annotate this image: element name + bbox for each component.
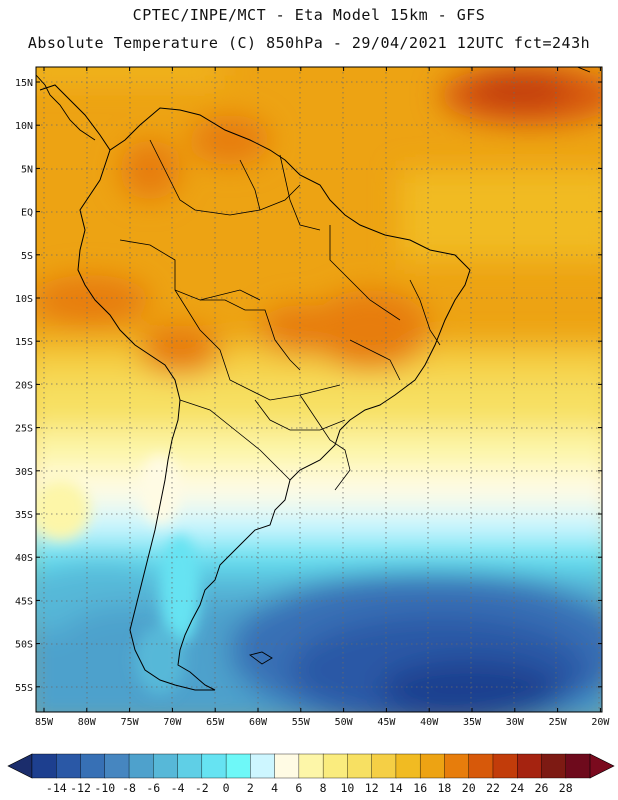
longitude-label: 85W [35, 717, 54, 728]
colorbar-label: 4 [271, 781, 278, 795]
latitude-label: 50S [15, 640, 33, 651]
longitude-label: 40W [420, 717, 439, 728]
longitude-label: 25W [549, 717, 568, 728]
colorbar-swatch [56, 753, 82, 779]
colorbar-swatch [444, 753, 470, 779]
longitude-label: 75W [121, 717, 140, 728]
colorbar-swatch [177, 753, 203, 779]
colorbar-swatch [201, 753, 227, 779]
map-frame [35, 66, 603, 713]
colorbar-swatch [274, 753, 300, 779]
colorbar-label: -10 [94, 781, 115, 795]
colorbar-swatch [541, 753, 567, 779]
colorbar-label: 14 [389, 781, 403, 795]
colorbar-label: 6 [295, 781, 302, 795]
colorbar-swatch [419, 753, 446, 779]
colorbar-swatch [250, 753, 276, 779]
latitude-label: 10S [15, 294, 33, 305]
colorbar-low-arrow [7, 753, 33, 779]
latitude-label: 45S [15, 596, 33, 607]
colorbar-swatch [395, 753, 421, 779]
south-america-coastline [39, 84, 471, 691]
falkland-islands [248, 651, 273, 665]
colorbar-label: -4 [171, 781, 185, 795]
colorbar-swatch [468, 753, 494, 779]
colorbar-label: 16 [413, 781, 427, 795]
caribbean-islands [576, 67, 591, 73]
latitude-label: 25S [15, 424, 33, 435]
colorbar-label: -12 [70, 781, 91, 795]
colorbar-swatch [153, 753, 179, 779]
longitude-label: 60W [249, 717, 268, 728]
colorbar-label: -6 [146, 781, 160, 795]
latitude-label: 5S [21, 251, 33, 262]
chart-title-line-2: Absolute Temperature (C) 850hPa - 29/04/… [27, 34, 591, 52]
longitude-labels: 85W 80W 75W 70W 65W 60W 55W 50W 45W 40W 35W 30W 25W 2… [35, 717, 610, 728]
colorbar-swatch [517, 753, 543, 779]
colorbar-swatch [298, 753, 324, 779]
latitude-label: 15N [15, 78, 33, 89]
colorbar-label: 18 [437, 781, 451, 795]
colorbar-label: 8 [320, 781, 327, 795]
colorbar-swatch [565, 753, 591, 779]
colorbar-label: 12 [365, 781, 379, 795]
latitude-label: 20S [15, 380, 33, 391]
colorbar-label: -14 [46, 781, 67, 795]
central-america-coastline [36, 74, 96, 141]
colorbar-label: 26 [535, 781, 549, 795]
longitude-label: 50W [335, 717, 354, 728]
latitude-label: EQ [21, 208, 33, 219]
colorbar-label: 24 [510, 781, 524, 795]
latitude-label: 55S [15, 683, 33, 694]
latitude-label: 5N [21, 164, 33, 175]
longitude-label: 80W [78, 717, 97, 728]
color-legend: -14 -12 -10 -8 -6 -4 -2 0 2 4 6 8 10 12 14 16 18 20 22 24 26… [7, 753, 615, 795]
colorbar-swatch [322, 753, 348, 779]
colorbar-swatch [104, 753, 130, 779]
colorbar-swatch [80, 753, 106, 779]
colorbar-label: 2 [247, 781, 254, 795]
latitude-label: 30S [15, 467, 33, 478]
longitude-label: 65W [206, 717, 225, 728]
latitude-labels: 15N 10N 5N EQ 5S 10S 15S 20S 25S 30S 35S 40S 45S 50S 5… [15, 78, 33, 694]
longitude-label: 70W [163, 717, 182, 728]
colorbar-label: 22 [486, 781, 500, 795]
temperature-field [36, 67, 602, 712]
colorbar-swatch [128, 753, 154, 779]
colorbar-label: -2 [195, 781, 209, 795]
latitude-label: 35S [15, 510, 33, 521]
latitude-label: 15S [15, 337, 33, 348]
longitude-label: 55W [292, 717, 311, 728]
colorbar-label: -8 [122, 781, 136, 795]
latitude-label: 40S [15, 553, 33, 564]
longitude-label: 20W [591, 717, 610, 728]
colorbar-label: 28 [559, 781, 573, 795]
colorbar-label: 20 [462, 781, 476, 795]
axis-ticks [36, 67, 602, 712]
colorbar-swatch [371, 753, 397, 779]
colorbar-high-arrow [589, 753, 615, 779]
colorbar-swatch [347, 753, 373, 779]
country-borders [119, 139, 441, 491]
chart-title-line-1: CPTEC/INPE/MCT - Eta Model 15km - GFS [132, 6, 486, 24]
longitude-label: 45W [377, 717, 396, 728]
colorbar-swatch [31, 753, 57, 779]
longitude-label: 30W [506, 717, 525, 728]
latitude-label: 10N [15, 121, 33, 132]
colorbar-label: 0 [223, 781, 230, 795]
colorbar-swatch [225, 753, 251, 779]
colorbar-swatch [492, 753, 518, 779]
colorbar-label: 10 [340, 781, 354, 795]
longitude-label: 35W [463, 717, 482, 728]
